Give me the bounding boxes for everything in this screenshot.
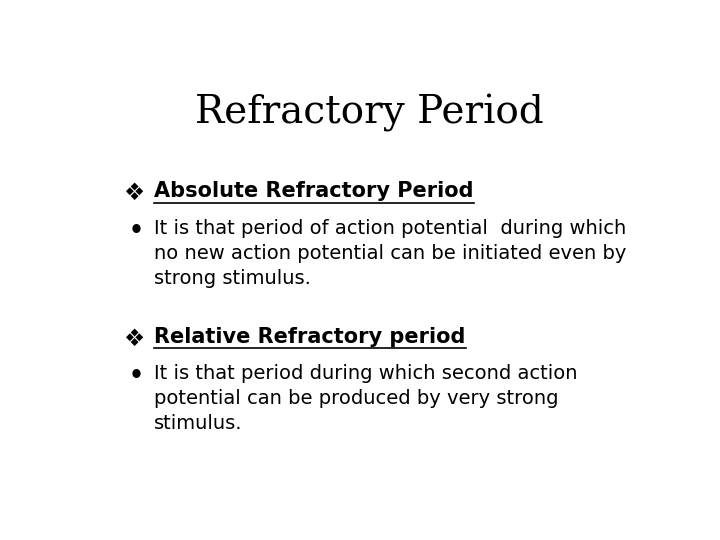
Text: •: • (129, 219, 144, 242)
Text: ❖: ❖ (124, 181, 145, 205)
Text: •: • (129, 364, 144, 388)
Text: ❖: ❖ (124, 327, 145, 351)
Text: Relative Refractory period: Relative Refractory period (154, 327, 466, 347)
Text: It is that period of action potential  during which
no new action potential can : It is that period of action potential du… (154, 219, 626, 288)
Text: Absolute Refractory Period: Absolute Refractory Period (154, 181, 474, 201)
Text: Refractory Period: Refractory Period (194, 94, 544, 132)
Text: It is that period during which second action
potential can be produced by very s: It is that period during which second ac… (154, 364, 577, 433)
